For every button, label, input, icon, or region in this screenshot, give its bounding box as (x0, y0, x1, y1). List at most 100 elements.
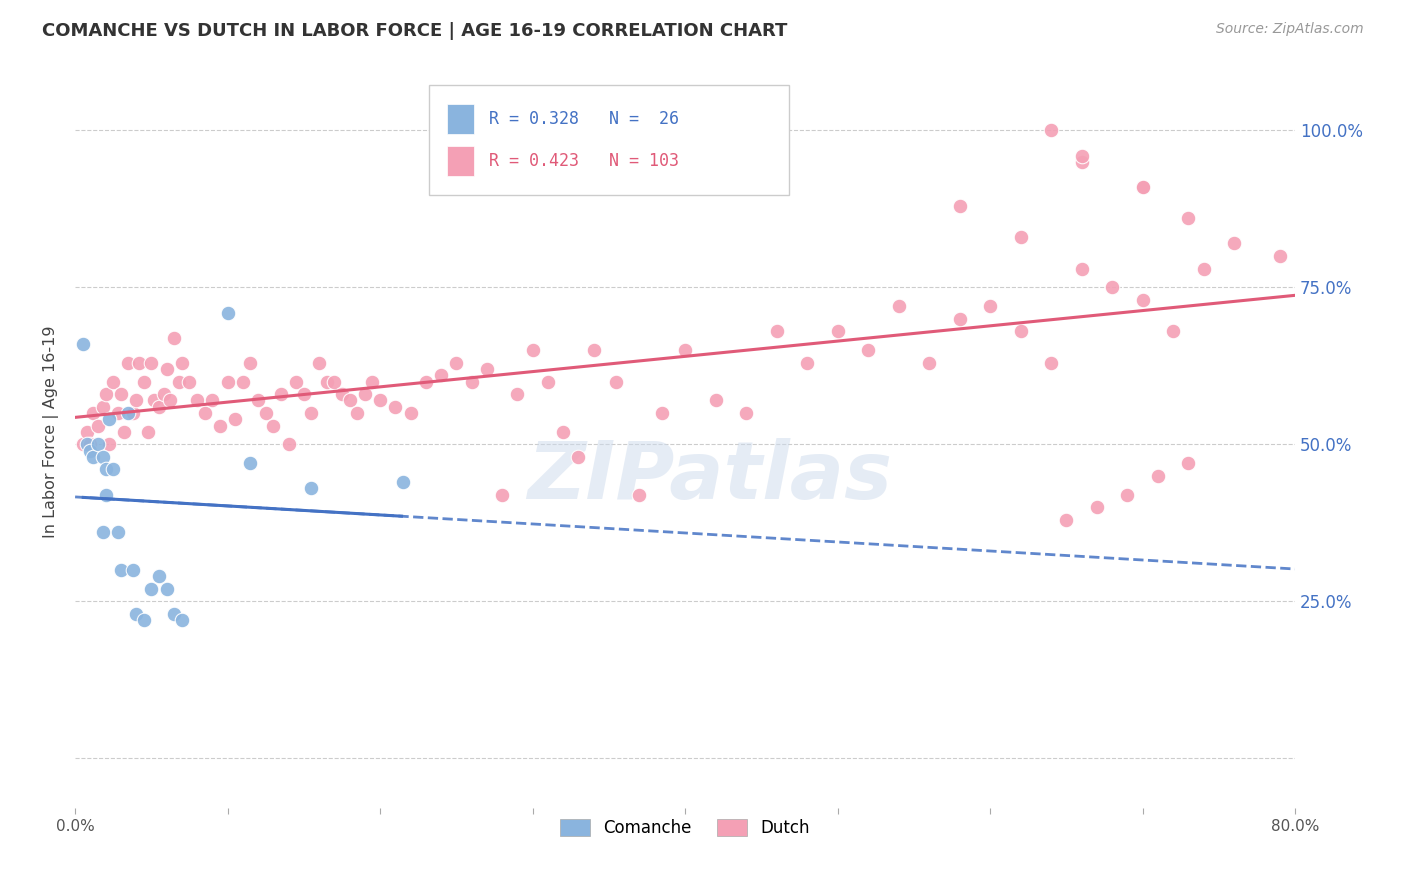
Point (1116, 487, 1139, 501)
Point (148, 569, 170, 583)
Point (254, 406, 277, 420)
Point (651, 406, 673, 420)
Text: COMANCHE VS DUTCH IN LABOR FORCE | AGE 16-19 CORRELATION CHART: COMANCHE VS DUTCH IN LABOR FORCE | AGE 1… (42, 22, 787, 40)
Point (159, 393, 181, 408)
Point (475, 362, 498, 376)
Point (155, 582, 177, 596)
Point (522, 343, 544, 358)
Point (79, 437, 101, 451)
Point (1132, 180, 1154, 194)
Point (132, 375, 155, 389)
Text: R = 0.328   N =  26: R = 0.328 N = 26 (489, 111, 679, 128)
Point (301, 406, 323, 420)
Point (361, 375, 384, 389)
Point (122, 406, 145, 420)
Point (1177, 211, 1199, 226)
Point (91, 450, 114, 464)
Point (460, 375, 482, 389)
Point (208, 418, 231, 433)
Point (1177, 456, 1199, 470)
Point (94, 462, 117, 476)
Point (384, 400, 406, 414)
Point (132, 613, 155, 627)
Text: R = 0.423   N = 103: R = 0.423 N = 103 (489, 152, 679, 169)
Point (136, 425, 159, 439)
Point (117, 356, 139, 370)
Point (796, 356, 818, 370)
Point (446, 356, 468, 370)
Point (315, 375, 337, 389)
Point (179, 375, 201, 389)
Point (128, 356, 150, 370)
Point (170, 613, 193, 627)
Point (1192, 261, 1215, 276)
Point (107, 525, 129, 540)
Bar (447, 104, 474, 134)
Point (201, 393, 224, 408)
Point (301, 481, 323, 495)
Point (186, 393, 208, 408)
Point (247, 393, 270, 408)
Point (72, 337, 94, 351)
Point (1085, 500, 1108, 515)
Point (537, 375, 560, 389)
Point (79, 443, 101, 458)
Point (76, 437, 98, 451)
Point (170, 356, 193, 370)
Point (948, 199, 970, 213)
Point (148, 400, 170, 414)
Point (285, 375, 308, 389)
Y-axis label: In Labor Force | Age 16-19: In Labor Force | Age 16-19 (44, 326, 59, 538)
Text: Source: ZipAtlas.com: Source: ZipAtlas.com (1216, 22, 1364, 37)
Point (1070, 154, 1092, 169)
Point (72, 437, 94, 451)
Point (87, 437, 110, 451)
Point (217, 305, 239, 319)
Point (1223, 236, 1246, 251)
Point (141, 582, 163, 596)
Point (155, 362, 177, 376)
Point (91, 525, 114, 540)
Point (1070, 148, 1092, 162)
Point (82, 450, 104, 464)
Point (1161, 324, 1184, 338)
Point (1070, 261, 1092, 276)
Point (122, 563, 145, 577)
Point (392, 475, 415, 489)
Point (765, 324, 787, 338)
Point (110, 387, 132, 401)
Point (117, 406, 139, 420)
Point (827, 324, 849, 338)
Point (94, 487, 117, 501)
Point (94, 387, 117, 401)
Point (1040, 356, 1063, 370)
Point (368, 393, 391, 408)
Point (125, 607, 148, 621)
Point (1132, 293, 1154, 307)
Point (110, 563, 132, 577)
Point (887, 299, 910, 313)
Point (605, 375, 627, 389)
Point (323, 375, 346, 389)
Point (330, 387, 353, 401)
Point (506, 387, 529, 401)
Point (551, 425, 574, 439)
Point (415, 375, 437, 389)
Point (87, 418, 110, 433)
Point (194, 406, 217, 420)
Point (217, 375, 239, 389)
Point (107, 406, 129, 420)
Point (1054, 513, 1077, 527)
Point (141, 356, 163, 370)
Point (1010, 324, 1032, 338)
Point (103, 462, 125, 476)
Point (239, 356, 262, 370)
Point (76, 425, 98, 439)
FancyBboxPatch shape (429, 86, 789, 194)
Point (1040, 123, 1063, 137)
Point (97, 412, 120, 426)
Point (948, 311, 970, 326)
Point (735, 406, 758, 420)
Point (292, 387, 315, 401)
Point (277, 437, 299, 451)
